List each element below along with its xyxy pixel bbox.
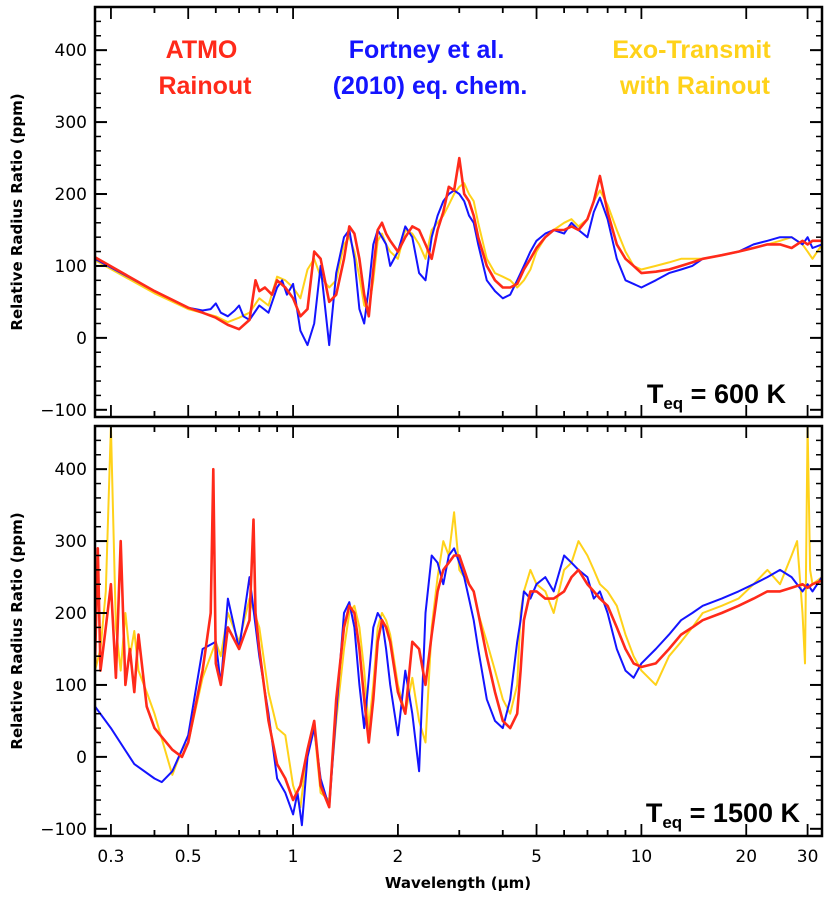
ticks-bottom: −100 0 100 200 300 400 <box>40 426 822 840</box>
series-line-bottom-fortney-et-al-2010-eq-chem <box>95 547 822 827</box>
y-tick-label-top: −100 <box>40 401 87 421</box>
series-layer-bottom <box>95 426 822 827</box>
y-tick-label-bottom: 100 <box>55 676 87 696</box>
legend-fortney-line1: Fortney et al. <box>349 36 505 64</box>
x-tick-labels: 0.3 0.5 1 2 5 10 20 30 <box>97 847 818 867</box>
legend-atmo-line2: Rainout <box>158 72 252 100</box>
y-tick-label-bottom: 400 <box>55 460 87 480</box>
x-axis-title: Wavelength (μm) <box>385 874 531 892</box>
legend-fortney-line2: (2010) eq. chem. <box>333 72 528 100</box>
y-tick-label-bottom: −100 <box>40 820 87 840</box>
series-line-top-fortney-et-al-2010-eq-chem <box>95 189 822 347</box>
legend-atmo-line1: ATMO <box>166 36 238 64</box>
temperature-label-bottom: Teq = 1500 K <box>646 798 801 832</box>
series-line-bottom-atmo-rainout <box>95 467 822 809</box>
temp-symbol-bottom: T <box>646 798 663 828</box>
y-tick-label-top: 300 <box>55 113 87 133</box>
y-axis-title-top: Relative Radius Ratio (ppm) <box>8 93 26 330</box>
panel-bottom: −100 0 100 200 300 400 Relative Radius Ratio … <box>8 424 824 840</box>
ticks-top: −100 0 100 200 300 400 <box>40 7 822 421</box>
legend-exotransmit: Exo-Transmit with Rainout <box>612 36 777 100</box>
y-axis-title-bottom: Relative Radius Ratio (ppm) <box>8 512 26 749</box>
x-tick-label: 2 <box>393 847 404 867</box>
y-tick-label-top: 400 <box>55 41 87 61</box>
x-tick-label: 20 <box>735 847 757 867</box>
y-tick-label-bottom: 300 <box>55 532 87 552</box>
y-tick-label-top: 100 <box>55 257 87 277</box>
x-tick-label: 0.3 <box>97 847 124 867</box>
temp-value-top: = 600 K <box>683 379 786 409</box>
temp-subscript-bottom: eq <box>662 813 682 832</box>
temp-value-bottom: = 1500 K <box>682 798 800 828</box>
y-tick-label-top: 200 <box>55 185 87 205</box>
legend-fortney: Fortney et al. (2010) eq. chem. <box>333 36 528 100</box>
x-tick-label: 30 <box>797 847 819 867</box>
legend-exo-line1: Exo-Transmit <box>612 36 771 64</box>
x-tick-label: 0.5 <box>175 847 202 867</box>
temperature-label-top: Teq = 600 K <box>647 379 787 413</box>
y-tick-label-bottom: 0 <box>76 748 87 768</box>
legend: ATMO Rainout Fortney et al. (2010) eq. c… <box>158 36 777 100</box>
temp-subscript-top: eq <box>663 394 683 413</box>
x-tick-label: 5 <box>531 847 542 867</box>
series-line-top-exo-transmit-with-rainout <box>95 182 822 324</box>
series-line-top-atmo-rainout <box>95 156 822 331</box>
legend-exo-line2: with Rainout <box>619 72 771 100</box>
plot-frame-top <box>93 5 824 419</box>
y-tick-label-bottom: 200 <box>55 604 87 624</box>
panel-top: −100 0 100 200 300 400 Relative Radius Ratio … <box>8 5 824 421</box>
x-tick-label: 1 <box>288 847 299 867</box>
y-tick-label-top: 0 <box>76 329 87 349</box>
plot-frame-bottom <box>93 424 824 838</box>
x-tick-label: 10 <box>631 847 653 867</box>
legend-atmo: ATMO Rainout <box>158 36 252 100</box>
temp-symbol-top: T <box>647 379 664 409</box>
series-layer-top <box>95 156 822 347</box>
